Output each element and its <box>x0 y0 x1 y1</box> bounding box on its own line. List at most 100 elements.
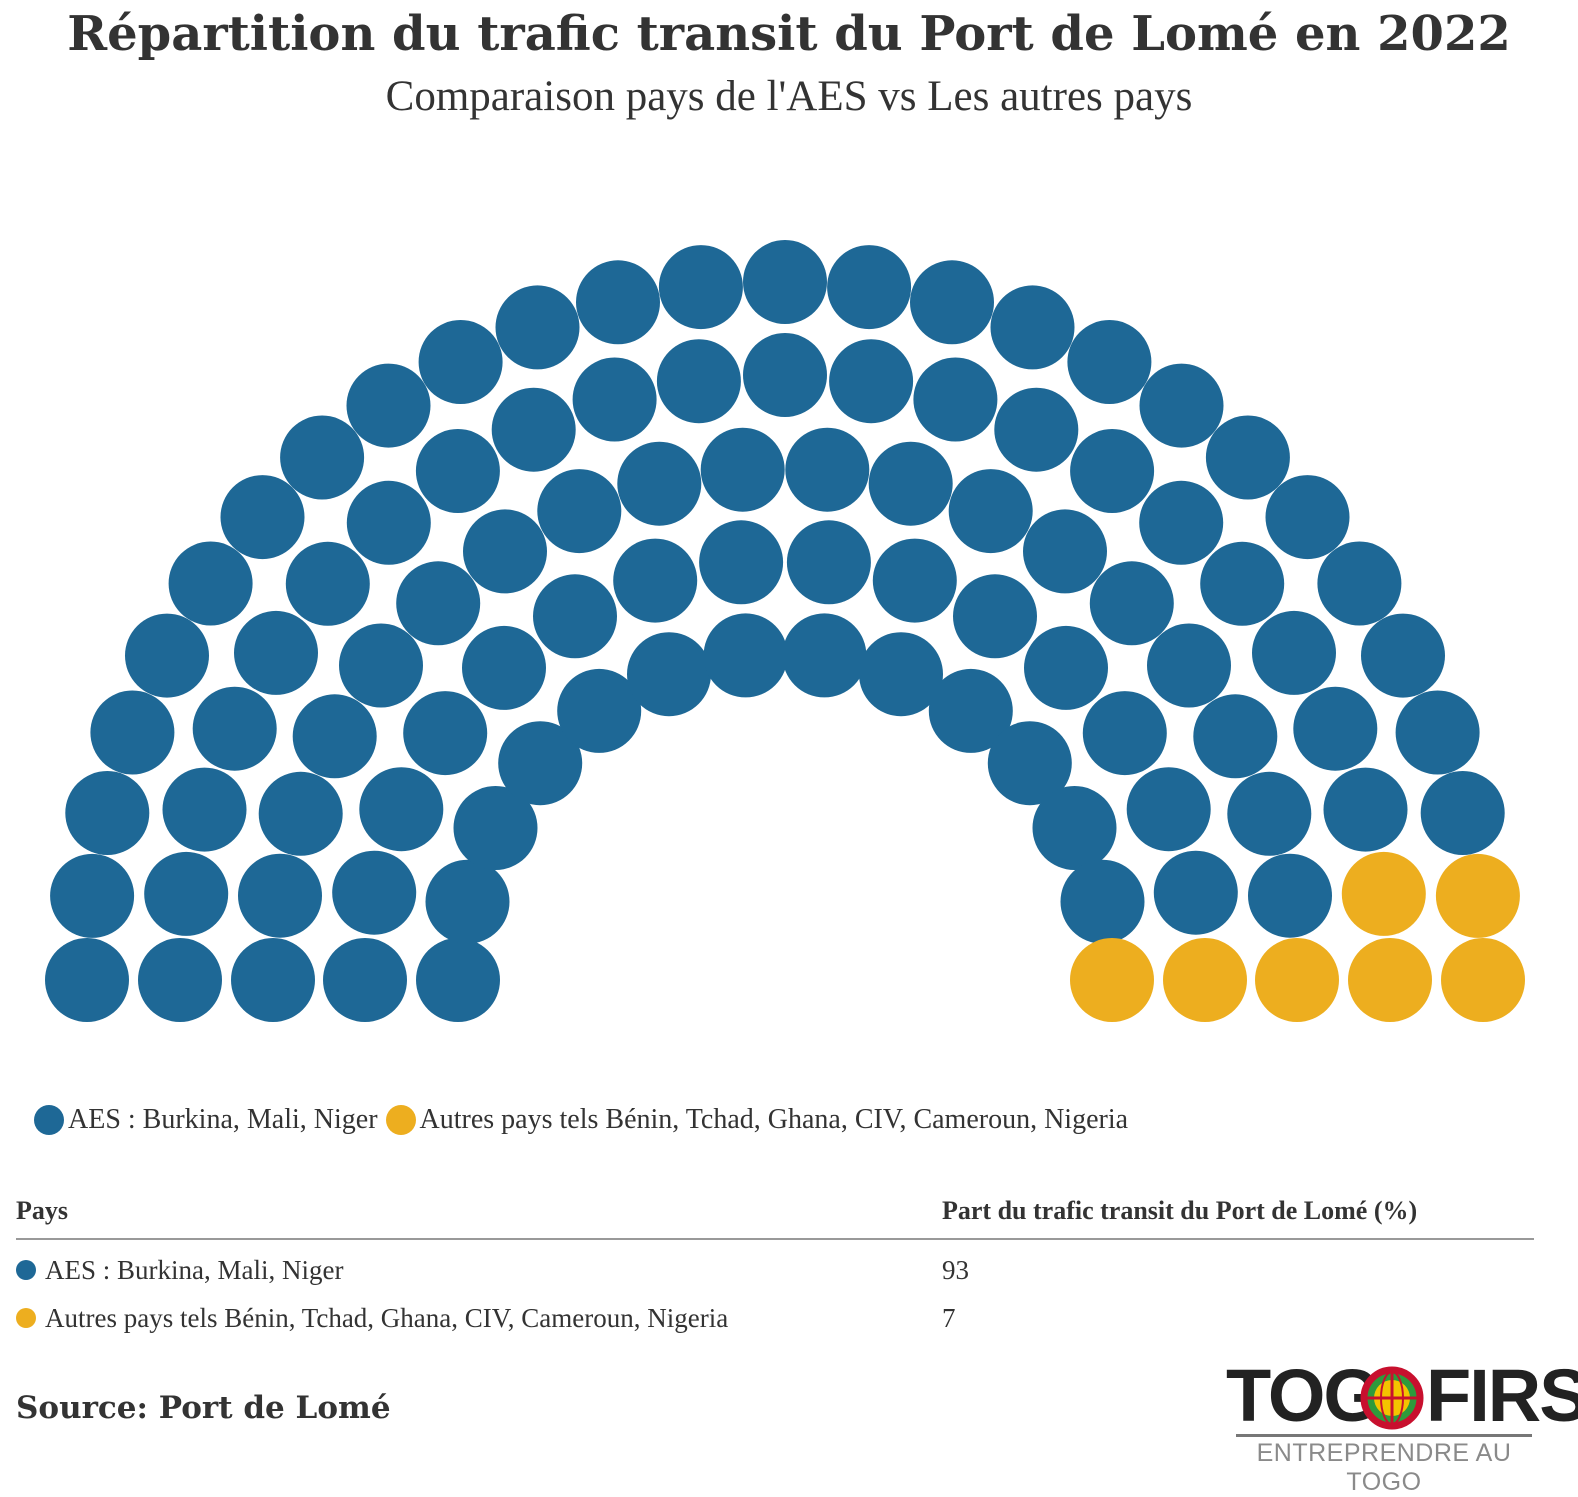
logo-tagline: ENTREPRENDRE AU TOGO <box>1236 1434 1532 1497</box>
seat-aes <box>138 938 222 1022</box>
seat-aes <box>1361 613 1445 698</box>
seat-autres <box>1070 938 1154 1022</box>
source-note: Source: Port de Lomé <box>16 1390 391 1426</box>
seat-aes <box>948 469 1033 554</box>
seat-aes <box>913 357 998 442</box>
seat-aes <box>572 357 657 442</box>
row-label-aes: AES : Burkina, Mali, Niger <box>45 1254 344 1285</box>
seat-aes <box>743 333 827 417</box>
seat-aes <box>280 415 365 500</box>
seat-aes <box>656 339 741 424</box>
seat-aes <box>168 541 253 626</box>
seat-aes <box>829 339 914 424</box>
row-value-aes: 93 <box>942 1254 969 1285</box>
seat-aes <box>415 429 500 513</box>
seat-aes <box>928 668 1013 753</box>
seat-aes <box>1089 561 1174 646</box>
seat-aes <box>1200 541 1285 626</box>
seat-aes <box>462 625 546 710</box>
seat-aes <box>1248 853 1332 938</box>
seat-aes <box>1024 625 1108 710</box>
row-label-autres: Autres pays tels Bénin, Tchad, Ghana, CI… <box>45 1302 729 1333</box>
seat-autres <box>1348 938 1432 1022</box>
seat-aes <box>1139 480 1224 565</box>
seat-aes <box>613 538 698 623</box>
seat-aes <box>627 632 711 717</box>
legend-label-autres: Autres pays tels Bénin, Tchad, Ghana, CI… <box>419 1104 1129 1135</box>
seat-aes <box>1205 415 1290 500</box>
seat-aes <box>1323 767 1408 852</box>
seat-aes <box>346 363 431 448</box>
seat-autres <box>1441 938 1525 1022</box>
seat-aes <box>463 509 547 594</box>
seat-aes <box>785 427 870 512</box>
seat-autres <box>1341 851 1426 936</box>
seat-autres <box>1255 938 1339 1022</box>
seat-aes <box>1265 475 1350 560</box>
seat-aes <box>1139 363 1224 448</box>
seat-aes <box>425 859 510 944</box>
seat-aes <box>238 853 322 938</box>
seat-aes <box>699 520 784 605</box>
seat-aes <box>859 632 943 717</box>
seat-aes <box>910 260 994 345</box>
seat-aes <box>323 938 407 1022</box>
seat-aes <box>537 469 622 554</box>
seat-aes <box>285 541 370 626</box>
seat-aes <box>332 850 417 935</box>
row-value-autres: 7 <box>942 1302 956 1333</box>
seat-aes <box>258 771 343 856</box>
seat-aes <box>987 721 1072 806</box>
seat-aes <box>700 427 785 512</box>
seat-aes <box>90 690 175 775</box>
logo-text-right: FIRST <box>1426 1354 1578 1437</box>
legend-item-aes[interactable]: AES : Burkina, Mali, Niger <box>34 1104 378 1136</box>
seat-aes <box>1227 771 1312 856</box>
seat-aes <box>617 441 702 526</box>
parliament-chart <box>45 240 1525 1022</box>
chart-title: Répartition du trafic transit du Port de… <box>67 6 1511 62</box>
seat-aes <box>1147 623 1231 708</box>
table-header-pays: Pays <box>16 1196 68 1225</box>
seat-aes <box>220 475 305 560</box>
seat-aes <box>416 938 500 1022</box>
table-row: Autres pays tels Bénin, Tchad, Ghana, CI… <box>16 1300 1534 1336</box>
seat-aes <box>1032 786 1117 870</box>
seat-aes <box>292 694 377 779</box>
seat-aes <box>418 320 503 404</box>
seat-aes <box>782 613 867 698</box>
seat-aes <box>50 853 135 938</box>
legend-item-autres[interactable]: Autres pays tels Bénin, Tchad, Ghana, CI… <box>385 1104 1129 1136</box>
seat-aes <box>576 260 660 345</box>
table-header-part: Part du trafic transit du Port de Lomé (… <box>942 1196 1418 1225</box>
seat-aes <box>1420 771 1505 855</box>
togofirst-logo: TOG FIRST ENTREPRENDRE AU TOGO <box>1226 1354 1578 1497</box>
seat-aes <box>786 520 871 605</box>
seat-aes <box>498 721 583 806</box>
seat-aes <box>703 613 788 698</box>
seat-aes <box>1252 610 1336 695</box>
seat-aes <box>990 285 1075 370</box>
seat-aes <box>495 285 580 370</box>
seat-aes <box>953 574 1037 659</box>
seat-aes <box>1126 767 1211 852</box>
seat-aes <box>162 767 247 852</box>
legend-swatch-autres <box>385 1105 416 1135</box>
seat-aes <box>1067 320 1152 404</box>
legend-label-aes: AES : Burkina, Mali, Niger <box>68 1104 378 1135</box>
seat-aes <box>45 938 129 1022</box>
globe-icon <box>1360 1366 1424 1430</box>
seat-aes <box>403 691 488 776</box>
seat-aes <box>868 441 953 526</box>
legend: AES : Burkina, Mali, Niger Autres pays t… <box>34 1104 1136 1136</box>
seat-aes <box>1395 690 1480 775</box>
table-row: AES : Burkina, Mali, Niger 93 <box>16 1252 1534 1288</box>
seat-aes <box>1193 694 1278 779</box>
seat-aes <box>125 613 209 698</box>
row-swatch-aes <box>16 1260 36 1280</box>
seat-aes <box>346 480 431 565</box>
logo-text-left: TOG <box>1226 1354 1381 1437</box>
seat-aes <box>339 623 423 708</box>
data-table: Pays Part du trafic transit du Port de L… <box>16 1196 1534 1336</box>
seat-aes <box>1060 859 1145 944</box>
